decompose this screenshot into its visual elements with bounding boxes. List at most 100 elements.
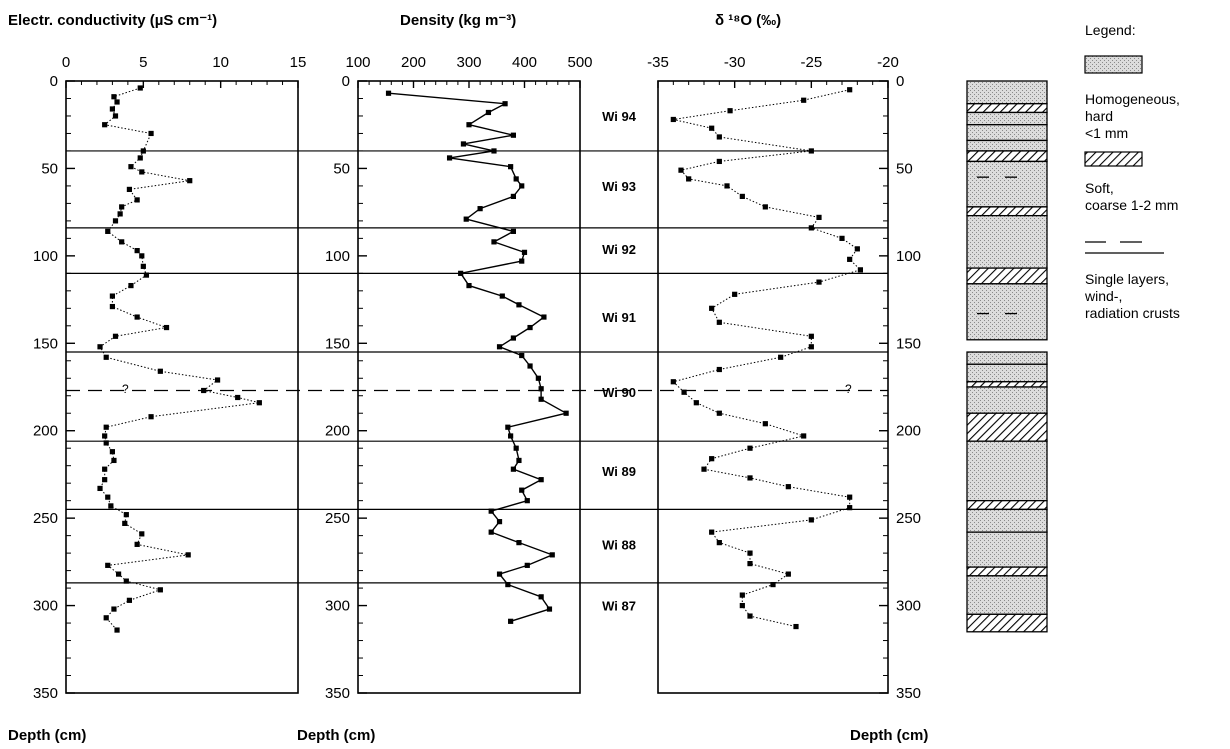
data-point (112, 113, 119, 119)
homogeneous-layer (966, 386, 1048, 414)
y-tick-label: 300 (896, 598, 921, 615)
data-point (778, 354, 784, 360)
data-point (126, 186, 133, 193)
data-point (857, 267, 863, 273)
data-point (134, 248, 140, 254)
data-point (847, 256, 853, 262)
x-tick-label: 400 (512, 54, 537, 71)
data-point (103, 354, 109, 360)
data-point (816, 214, 822, 220)
data-point (187, 178, 193, 184)
winter-boundaries: Wi 94 Wi 93 Wi 92 Wi 91 Wi 90 Wi 89 Wi 88 Wi 87 (66, 109, 888, 614)
data-point (716, 134, 722, 140)
data-point (111, 457, 117, 464)
data-point (770, 581, 776, 588)
isotope-question-mark: ? (845, 382, 852, 396)
data-point (847, 505, 853, 511)
data-point (546, 606, 553, 612)
homogeneous-layer (966, 508, 1048, 533)
data-point (491, 239, 497, 245)
y-tick-label: 350 (325, 685, 350, 702)
homogeneous-layer (966, 440, 1048, 502)
winter-label: Wi 91 (602, 310, 636, 325)
data-point (524, 498, 530, 504)
data-point (716, 540, 722, 546)
data-point (785, 571, 791, 577)
data-point (538, 594, 544, 600)
data-point (716, 366, 722, 373)
data-point (510, 132, 516, 138)
winter-label: Wi 88 (602, 537, 636, 552)
y-tick-label: 200 (896, 423, 921, 440)
series-line (672, 89, 862, 628)
homogeneous-layer (966, 139, 1048, 152)
x-tick-label: 100 (345, 54, 370, 71)
data-point (502, 101, 508, 107)
data-point (140, 148, 146, 154)
series-layer (97, 85, 863, 633)
data-point (538, 386, 544, 392)
data-point (508, 433, 514, 439)
data-point (747, 561, 753, 567)
legend-soft-line-1: Soft, (1085, 180, 1114, 196)
data-point (499, 293, 505, 299)
data-point (122, 520, 128, 526)
data-point (496, 344, 503, 350)
homogeneous-layer (966, 363, 1048, 383)
data-point (97, 344, 103, 350)
data-point (709, 305, 715, 311)
data-point (137, 85, 143, 91)
isotope-title: δ ¹⁸O (‰) (715, 12, 781, 29)
legend-crust-line-2: wind-, (1084, 288, 1122, 304)
data-point (678, 167, 684, 173)
data-point (102, 477, 108, 483)
data-point (516, 457, 522, 464)
homogeneous-layer (966, 283, 1048, 341)
y-tick-label: 350 (33, 685, 58, 702)
isotope-panel-frame (657, 80, 889, 694)
data-point (549, 552, 555, 558)
data-point (701, 466, 707, 472)
data-point (466, 122, 472, 128)
y-tick-label: 100 (896, 248, 921, 265)
data-point (102, 122, 108, 128)
legend: Legend: Homogeneous, hard <1 mm Soft, co… (1084, 22, 1180, 321)
winter-label: Wi 92 (602, 242, 636, 257)
y-tick-label: 50 (41, 160, 58, 177)
data-point (854, 246, 860, 252)
data-point (716, 158, 722, 165)
data-point (111, 606, 117, 612)
data-point (739, 592, 745, 598)
data-point (235, 394, 241, 401)
series-line (99, 87, 260, 631)
depth-label-left: Depth (cm) (8, 727, 86, 744)
data-point (139, 253, 145, 259)
data-point (801, 433, 807, 439)
data-point (739, 193, 745, 200)
data-point (808, 333, 814, 339)
homogeneous-layer (966, 214, 1048, 269)
y-tick-label: 250 (33, 510, 58, 527)
data-point (785, 484, 791, 490)
legend-title: Legend: (1085, 22, 1136, 38)
x-tick-label: -35 (647, 54, 669, 71)
data-point (157, 587, 163, 593)
data-point (214, 377, 221, 383)
data-point (709, 529, 715, 535)
data-point (117, 211, 123, 217)
data-point (485, 109, 492, 116)
soft-layer (966, 412, 1048, 442)
data-point (128, 282, 134, 289)
data-point (519, 352, 525, 359)
homogeneous-layer (966, 80, 1048, 105)
data-point (105, 562, 111, 568)
winter-label: Wi 93 (602, 179, 636, 194)
data-point (505, 581, 511, 588)
legend-homogeneous-line-1: Homogeneous, (1085, 91, 1180, 107)
winter-label: Wi 94 (602, 109, 637, 124)
data-point (123, 578, 129, 584)
homogeneous-layer (966, 351, 1048, 365)
y-tick-label: 150 (33, 335, 58, 352)
depth-label-middle: Depth (cm) (297, 727, 375, 744)
data-point (747, 475, 753, 481)
